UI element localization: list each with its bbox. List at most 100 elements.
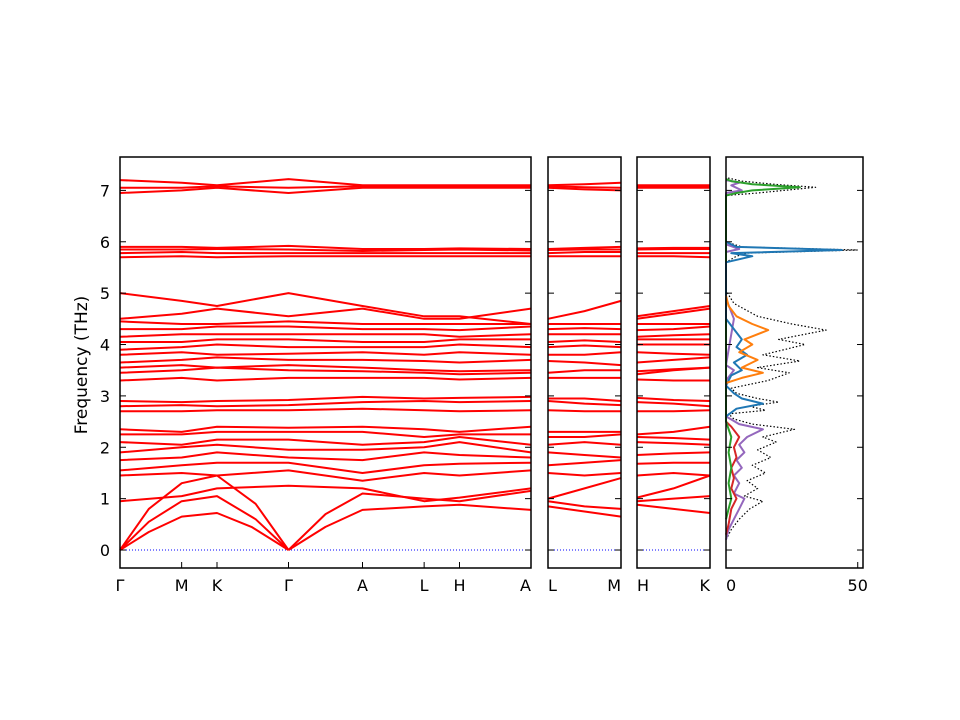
k-point-label: A xyxy=(357,576,368,595)
k-point-label: K xyxy=(700,576,711,595)
band-line xyxy=(636,472,711,477)
dos-panel: 0 50 xyxy=(725,156,868,595)
band-line xyxy=(547,451,622,459)
band-line xyxy=(287,489,532,551)
band-line xyxy=(636,246,710,250)
band-line xyxy=(119,333,532,338)
band-line xyxy=(119,376,532,382)
band-line xyxy=(119,425,532,433)
band-line xyxy=(120,325,532,332)
band-line xyxy=(119,292,532,325)
band-line xyxy=(547,186,622,192)
band-line xyxy=(636,307,711,320)
band-line xyxy=(547,505,622,518)
band-line xyxy=(547,441,622,446)
band-line xyxy=(636,356,711,364)
band-line xyxy=(636,305,711,318)
y-tick-label: 6 xyxy=(100,233,110,252)
band-line xyxy=(119,251,531,255)
band-line xyxy=(547,248,621,251)
band-line xyxy=(119,186,531,194)
band-line xyxy=(119,366,532,376)
band-line xyxy=(120,407,532,413)
band-line xyxy=(636,401,711,408)
band-line xyxy=(120,244,532,250)
band-line xyxy=(547,185,622,189)
band-line xyxy=(548,397,622,402)
band-line xyxy=(547,245,622,250)
band-line xyxy=(636,461,710,465)
band-line xyxy=(548,433,622,438)
y-tick-label: 4 xyxy=(100,336,110,355)
band-line xyxy=(636,441,711,446)
band-panel-main: Γ M K Γ A L H A 0 1 2 3 4 5 6 7 xyxy=(100,156,532,595)
band-line xyxy=(119,469,532,482)
band-line xyxy=(120,430,531,438)
k-point-label: H xyxy=(453,576,465,595)
y-tick-label: 5 xyxy=(100,284,110,303)
band-line xyxy=(547,181,622,187)
band-line xyxy=(119,320,531,325)
band-line xyxy=(636,333,711,338)
band-line xyxy=(547,369,621,374)
panel-frame xyxy=(636,156,711,569)
band-line xyxy=(119,461,532,474)
band-line xyxy=(119,255,531,259)
band-line xyxy=(547,299,622,320)
band-line xyxy=(120,338,531,343)
band-line xyxy=(636,425,711,436)
y-axis-label: Frequency (THz) xyxy=(72,296,92,435)
dos-x-tick-label: 0 xyxy=(726,576,736,595)
y-tick-label: 0 xyxy=(100,541,110,560)
y-tick-label: 2 xyxy=(100,438,110,457)
band-line xyxy=(119,356,532,364)
k-point-label: A xyxy=(520,576,531,595)
panel-frame xyxy=(119,156,532,569)
band-line xyxy=(636,495,711,503)
band-line xyxy=(119,441,532,454)
band-line xyxy=(547,339,622,343)
band-line xyxy=(119,436,532,446)
band-line xyxy=(119,495,290,551)
band-line xyxy=(119,484,532,503)
band-line xyxy=(547,500,622,510)
y-tick-label: 1 xyxy=(100,490,110,509)
band-line xyxy=(547,344,622,349)
band-line xyxy=(547,251,621,255)
band-line xyxy=(548,351,622,356)
band-line xyxy=(119,512,290,551)
y-tick-label: 7 xyxy=(100,181,110,200)
band-line xyxy=(547,472,622,477)
band-line xyxy=(636,451,711,456)
band-line xyxy=(119,178,531,187)
band-line xyxy=(636,436,711,441)
band-line xyxy=(636,503,711,514)
band-line xyxy=(287,503,532,551)
band-line xyxy=(119,343,532,351)
k-point-label: M xyxy=(607,576,621,595)
band-line xyxy=(636,366,711,373)
band-line xyxy=(547,477,622,500)
band-line xyxy=(119,307,532,320)
k-point-label: Γ xyxy=(284,576,293,595)
k-point-label: H xyxy=(637,576,649,595)
band-line xyxy=(119,395,532,404)
dos-partial-line xyxy=(725,295,770,384)
k-point-label: K xyxy=(212,576,223,595)
dos-partial-line xyxy=(725,420,741,535)
panel-frame xyxy=(725,156,864,569)
band-line xyxy=(119,351,532,356)
band-line xyxy=(547,459,622,467)
k-point-label: Γ xyxy=(116,576,125,595)
band-line xyxy=(636,325,711,332)
band-line xyxy=(637,255,711,259)
band-line xyxy=(119,400,532,408)
band-line xyxy=(636,248,710,251)
band-line xyxy=(636,351,711,356)
band-line xyxy=(547,400,622,407)
band-line xyxy=(636,378,710,382)
band-line xyxy=(119,451,532,462)
band-line xyxy=(636,396,711,402)
